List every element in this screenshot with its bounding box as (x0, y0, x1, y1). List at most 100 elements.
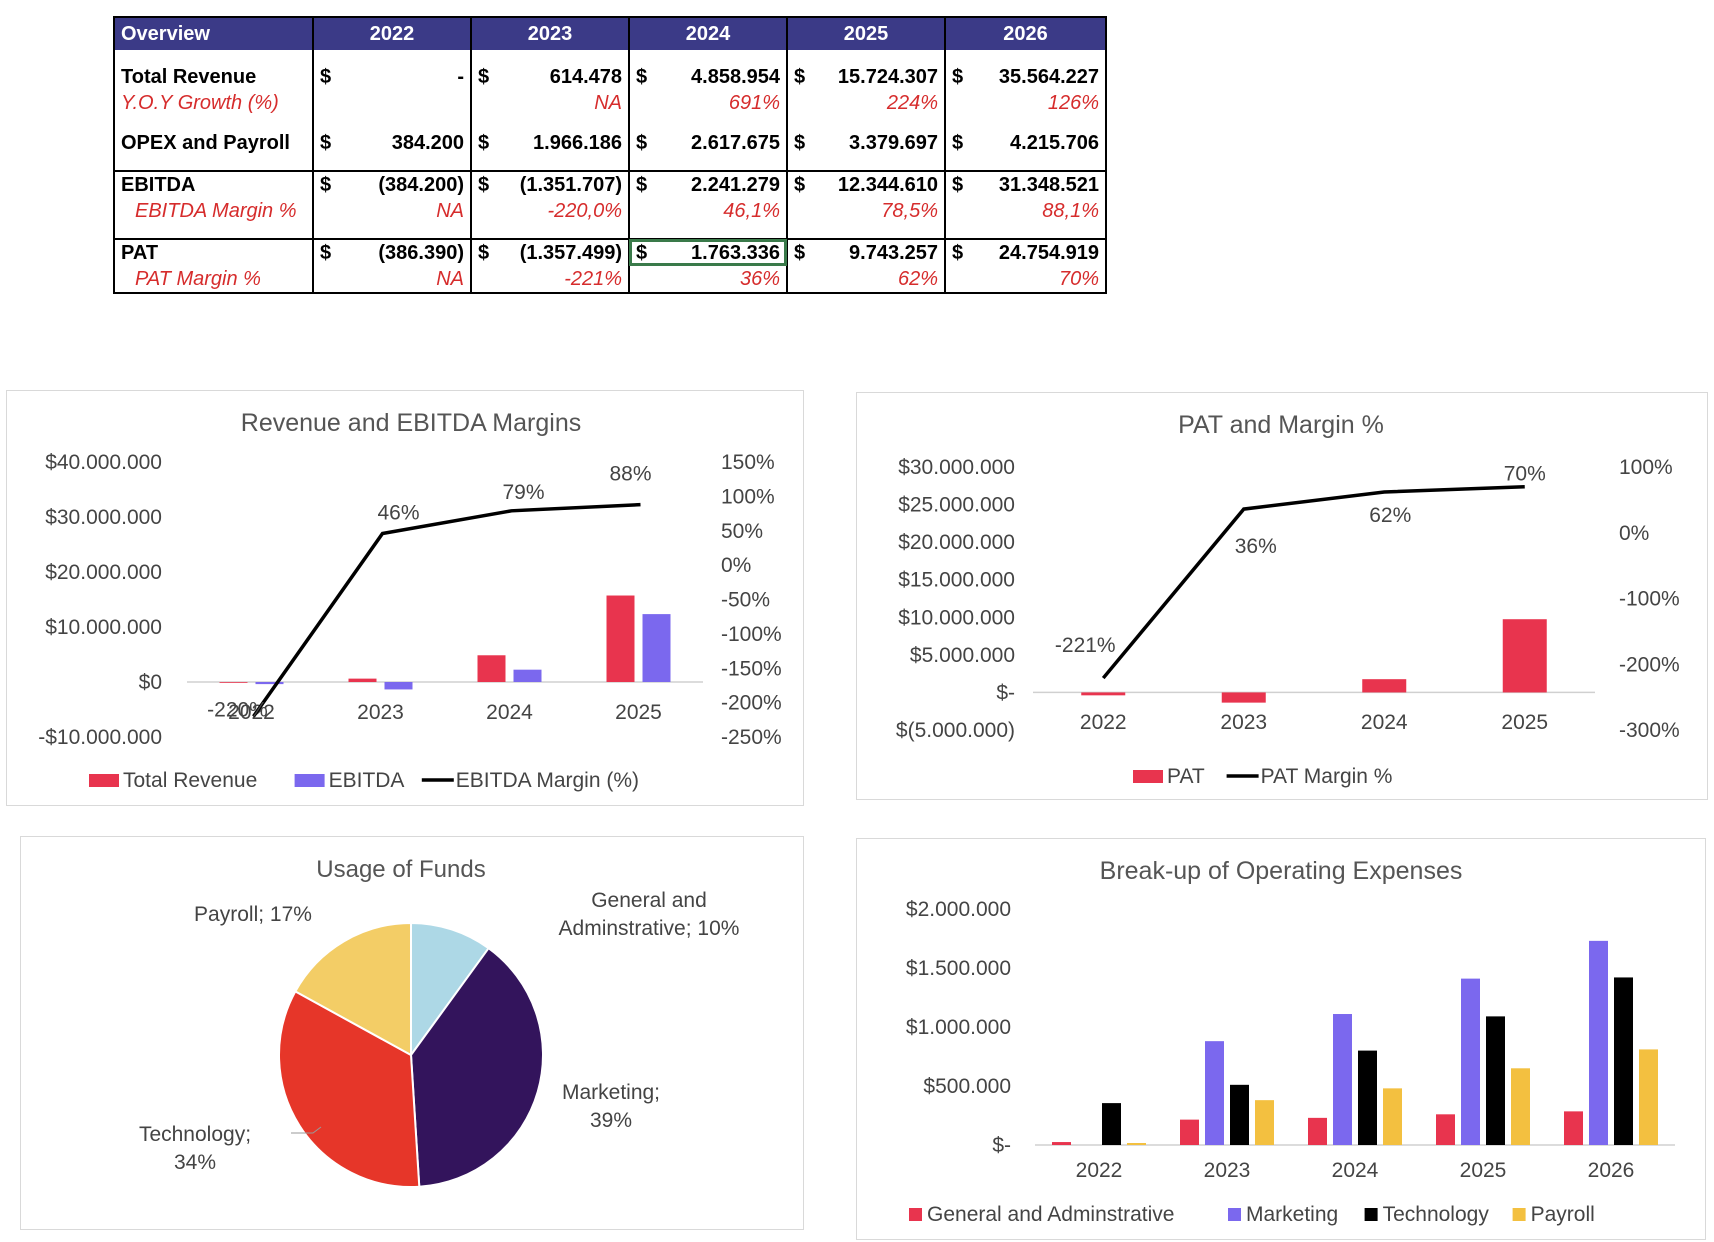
table-cell[interactable]: 88,1% (944, 198, 1105, 224)
table-cell[interactable]: $2.241.279 (628, 170, 787, 198)
bar-payroll (1511, 1068, 1530, 1145)
y-axis-tick-label: $1.500.000 (906, 957, 1011, 980)
table-cell[interactable]: $15.724.307 (786, 64, 945, 90)
row-label[interactable]: Total Revenue (121, 65, 257, 88)
table-cell[interactable]: $ (384.200) (312, 170, 471, 198)
table-spacer-row (115, 224, 1105, 239)
table-cell[interactable]: 36% (628, 266, 787, 292)
bar-payroll (1639, 1049, 1658, 1145)
header-year: 2024 (628, 18, 787, 50)
x-axis-tick-label: 2025 (1501, 711, 1548, 734)
row-label[interactable]: OPEX and Payroll (121, 131, 290, 154)
table-cell[interactable]: $384.200 (312, 130, 471, 156)
table-cell[interactable]: $2.617.675 (628, 130, 787, 156)
table-cell[interactable]: $3.379.697 (786, 130, 945, 156)
row-label[interactable]: PAT (115, 238, 313, 266)
y2-axis-tick-label: -100% (721, 623, 782, 646)
row-label[interactable]: Y.O.Y Growth (%) (121, 91, 279, 114)
y-axis-tick-label: $10.000.000 (898, 606, 1015, 629)
x-axis-tick-label: 2026 (1588, 1159, 1635, 1182)
bar-technology (1102, 1103, 1121, 1145)
table-cell[interactable]: $31.348.521 (944, 170, 1105, 198)
revenue-ebitda-chart[interactable]: Revenue and EBITDA Margins $40.000.000 $30… (6, 390, 804, 806)
table-cell[interactable]: $ (386.390) (312, 238, 471, 266)
pie-label: General and Adminstrative; 10% (559, 889, 740, 940)
table-cell[interactable]: 78,5% (786, 198, 945, 224)
y2-axis-tick-label: 150% (721, 451, 775, 474)
table-cell[interactable]: -220,0% (470, 198, 629, 224)
table-cell[interactable]: $4.215.706 (944, 130, 1105, 156)
table-cell[interactable]: $ (1.351.707) (470, 170, 629, 198)
data-label: 79% (502, 481, 544, 504)
chart-title: Break-up of Operating Expenses (1100, 857, 1463, 885)
table-cell[interactable]: NA (312, 266, 471, 292)
overview-table: Overview 2022 2023 2024 2025 2026 Total … (113, 16, 1107, 294)
y-axis-tick-label: $15.000.000 (898, 569, 1015, 592)
x-axis-tick-label: 2023 (357, 701, 404, 724)
x-axis-tick-label: 2025 (1460, 1159, 1507, 1182)
data-label: -221% (1055, 634, 1116, 657)
bar-payroll (1127, 1143, 1146, 1145)
x-axis-tick-label: 2022 (1080, 711, 1127, 734)
y-axis-tick-label: $20.000.000 (45, 561, 162, 584)
bar-pat (1502, 619, 1547, 693)
table-cell[interactable]: NA (312, 198, 471, 224)
table-cell[interactable]: -221% (470, 266, 629, 292)
bar-pat (1081, 692, 1126, 696)
table-cell[interactable]: 46,1% (628, 198, 787, 224)
bar-technology (1358, 1050, 1377, 1145)
line-pat-margin- (1101, 484, 1525, 680)
y-axis-tick-label: $30.000.000 (898, 456, 1015, 479)
x-axis-tick-label: 2024 (486, 701, 533, 724)
header-year: 2023 (470, 18, 629, 50)
table-cell[interactable]: 691% (628, 90, 787, 116)
y2-axis-tick-label: -150% (721, 657, 782, 680)
pie-label: Technology; 34% (139, 1123, 251, 1174)
y2-axis-tick-label: -250% (721, 726, 782, 749)
legend-swatch (1228, 1208, 1241, 1221)
table-cell[interactable]: $12.344.610 (786, 170, 945, 198)
bar-marketing (1589, 940, 1608, 1145)
table-cell[interactable]: $9.743.257 (786, 238, 945, 266)
table-cell[interactable]: 126% (944, 90, 1105, 116)
y2-axis-tick-label: 100% (721, 485, 775, 508)
pie-slice-general-and-adminstrative (410, 921, 490, 1059)
y2-axis-tick-label: 0% (721, 554, 751, 577)
header-year: 2022 (312, 18, 471, 50)
legend-item: EBITDA Margin (%) (456, 769, 639, 792)
pat-margin-chart[interactable]: PAT and Margin % $30.000.000 $25.000.000 $2… (856, 392, 1708, 800)
chart-title: PAT and Margin % (1178, 411, 1384, 439)
bar-general-and-adminstrative (1436, 1114, 1455, 1145)
table-cell[interactable]: $4.858.954 (628, 64, 787, 90)
bar-total-revenue (477, 655, 506, 682)
table-spacer-row (115, 116, 1105, 130)
table-cell[interactable]: $1.966.186 (470, 130, 629, 156)
table-cell[interactable]: NA (470, 90, 629, 116)
chart-title: Usage of Funds (316, 856, 485, 883)
table-cell[interactable]: 70% (944, 266, 1105, 292)
y-axis-tick-label: $25.000.000 (898, 494, 1015, 517)
table-cell[interactable]: 224% (786, 90, 945, 116)
table-cell[interactable]: $ (1.357.499) (470, 238, 629, 266)
table-cell[interactable]: 62% (786, 266, 945, 292)
usage-of-funds-chart-svg: Usage of Funds General and Adminstrative; … (139, 856, 740, 1188)
line-ebitda-margin- (252, 502, 641, 718)
table-cell[interactable]: $614.478 (470, 64, 629, 90)
table-spacer-row (115, 156, 1105, 171)
bar-general-and-adminstrative (1308, 1117, 1327, 1145)
row-label[interactable]: PAT Margin % (135, 267, 261, 290)
table-cell[interactable] (312, 90, 471, 116)
selected-table-cell[interactable]: $1.763.336 (628, 238, 787, 266)
usage-of-funds-chart[interactable]: Usage of Funds General and Adminstrative; … (20, 836, 804, 1230)
opex-breakup-chart[interactable]: Break-up of Operating Expenses $2.000.000… (856, 838, 1706, 1240)
table-cell[interactable]: $35.564.227 (944, 64, 1105, 90)
data-label: 70% (1504, 463, 1546, 486)
data-label: 62% (1369, 504, 1411, 527)
y-axis-tick-label: $(5.000.000) (896, 719, 1015, 742)
table-cell[interactable]: $24.754.919 (944, 238, 1105, 266)
row-label[interactable]: EBITDA Margin % (135, 199, 297, 222)
row-label[interactable]: EBITDA (115, 170, 313, 198)
header-overview: Overview (115, 18, 313, 50)
table-cell[interactable]: $ - (312, 64, 471, 90)
x-axis-tick-label: 2025 (615, 701, 662, 724)
